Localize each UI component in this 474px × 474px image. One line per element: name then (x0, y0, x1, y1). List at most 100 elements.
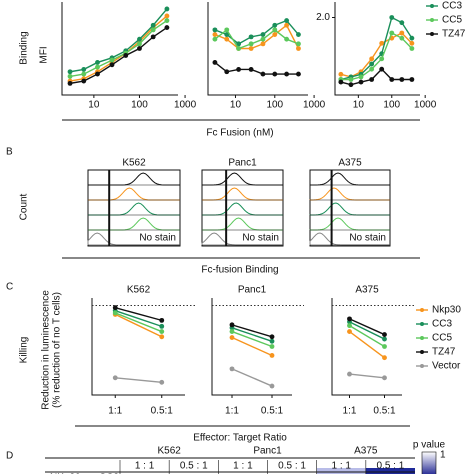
series-line (112, 375, 165, 385)
axis (91, 298, 185, 396)
histogram-title: A375 (338, 158, 362, 169)
series-line (347, 371, 387, 381)
series-line (212, 27, 301, 51)
x-tick-label: 100 (131, 100, 148, 111)
series-line (338, 30, 415, 82)
x-tick-label: 1000 (303, 100, 326, 111)
x-tick-label: 10 (353, 100, 365, 111)
legend-label: TZ47 (442, 29, 466, 40)
legend-label: CC5 (432, 333, 452, 344)
series-line (338, 15, 415, 82)
table-header: 1 : 1 (135, 461, 155, 472)
x-tick-label: 10 (230, 100, 242, 111)
x-tick-label: 1:1 (343, 406, 357, 417)
series-line (347, 316, 387, 337)
legend-label: Nkp30 (432, 305, 461, 316)
axis (331, 298, 402, 396)
legend-dot (420, 322, 424, 326)
x-tick-label: 100 (383, 100, 400, 111)
histogram-curve (88, 202, 180, 216)
table-group: Panc1 (253, 446, 282, 457)
table-header: 0.5 : 1 (377, 461, 405, 472)
x-tick-label: 1000 (174, 100, 197, 111)
x-label: Fc Fusion (nM) (206, 128, 273, 139)
table-group: A375 (354, 446, 378, 457)
histogram-curve (202, 217, 283, 231)
x-tick-label: 0.5:1 (151, 406, 174, 417)
chart-title: A375 (355, 285, 379, 296)
table-group: K562 (157, 446, 181, 457)
legend-label: Vector (432, 361, 461, 372)
no-stain-label: No stain (349, 233, 386, 244)
histogram-curve (309, 172, 390, 186)
histogram-title: Panc1 (228, 158, 257, 169)
legend-dot (430, 18, 434, 22)
histogram-curve (309, 202, 390, 216)
legend-label: CC5 (442, 15, 462, 26)
legend-label: TZ47 (432, 347, 456, 358)
panel-label: B (6, 147, 13, 158)
legend-dot (420, 350, 424, 354)
y-label: (% reduction of no T cells) (52, 292, 63, 408)
axis (61, 2, 178, 96)
histogram-curve (202, 202, 283, 216)
table-header: 0.5 : 1 (278, 461, 306, 472)
legend-label: CC3 (442, 1, 462, 12)
x-tick-label: 1:1 (108, 406, 122, 417)
histogram-curve (88, 217, 180, 231)
legend-title: p value (413, 440, 446, 451)
legend-label: CC3 (432, 319, 452, 330)
series-line (67, 6, 170, 75)
y-label: MFI (39, 46, 50, 63)
no-stain-label: No stain (242, 233, 279, 244)
legend-tick: 1 (440, 450, 446, 461)
series-line (338, 30, 415, 80)
x-tick-label: 1:1 (225, 406, 239, 417)
legend-dot (420, 336, 424, 340)
table-header: 1 : 1 (233, 461, 253, 472)
x-label: Fc-fusion Binding (201, 265, 278, 276)
histogram-title: K562 (122, 158, 146, 169)
y-label: Reduction in luminescence (41, 290, 52, 410)
color-scale (421, 451, 437, 474)
x-tick-label: 1000 (414, 100, 437, 111)
series-line (212, 60, 301, 77)
legend-dot (430, 32, 434, 36)
histogram-curve (202, 172, 283, 186)
chart-title: Panc1 (238, 285, 267, 296)
series-line (229, 335, 275, 358)
legend-dot (430, 4, 434, 8)
panel-label: C (6, 282, 13, 293)
table-header: 1 : 1 (332, 461, 352, 472)
series-line (212, 22, 301, 51)
no-stain-label: No stain (139, 233, 176, 244)
histogram-frame (309, 169, 391, 247)
table-cell (365, 468, 415, 474)
histogram-frame (201, 169, 284, 247)
histogram-curve (88, 187, 180, 201)
y-tick-label: 2.0 (316, 12, 330, 23)
axis (211, 298, 292, 396)
series-line (229, 322, 275, 340)
x-tick-label: 100 (266, 100, 283, 111)
series-line (112, 310, 165, 335)
axis (207, 2, 308, 96)
x-tick-label: 10 (88, 100, 100, 111)
y-label: Count (19, 193, 30, 220)
x-tick-label: 0.5:1 (373, 406, 396, 417)
x-label: Effector: Target Ratio (193, 433, 287, 444)
series-line (229, 366, 275, 389)
table-header: 0.5 : 1 (180, 461, 208, 472)
series-line (112, 305, 165, 323)
legend-dot (420, 308, 424, 312)
histogram-curve (309, 187, 390, 201)
series-line (338, 66, 415, 88)
chart-title: K562 (127, 285, 151, 296)
panel-label: D (6, 451, 13, 462)
histogram-curve (202, 187, 283, 201)
y-label: Binding (19, 31, 30, 64)
x-tick-label: 0.5:1 (261, 406, 284, 417)
legend-dot (420, 364, 424, 368)
axis (334, 2, 420, 96)
